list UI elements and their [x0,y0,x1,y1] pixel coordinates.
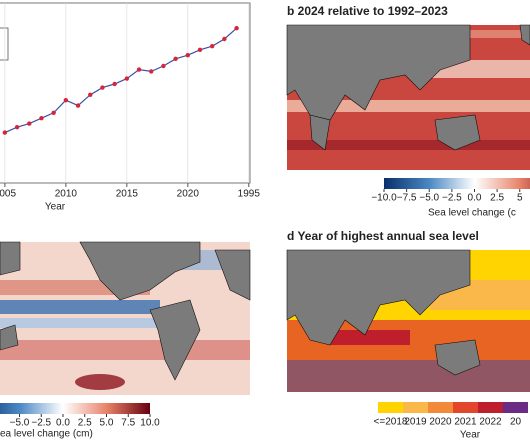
panel-b-title: b 2024 relative to 1992–2023 [287,4,448,18]
colorbar-swatch [478,402,503,413]
colorbar-tick-label: −5.0 [419,193,439,204]
data-point [124,76,130,81]
colorbar-tick-label: 2.5 [78,418,92,429]
colorbar-category-label: 2022 [479,417,502,428]
data-point [136,67,142,72]
map-d [286,249,530,392]
data-point [112,81,117,87]
data-point [27,121,32,126]
x-tick-label: 2010 [55,189,78,200]
data-point [222,36,227,42]
data-point [149,69,154,74]
colorbar-swatch [503,402,528,413]
colorbar-tick-label: 7.5 [121,418,135,429]
x-tick-label: 2015 [116,189,139,200]
data-point [51,110,56,116]
colorbar-tick-label: 5.0 [100,418,114,429]
plot-frame [0,2,251,184]
colorbar-tick-label: −5.0 [10,418,30,429]
x-tick-label: 2005 [0,189,16,200]
colorbar-swatch [403,402,428,413]
colorbar-tick-label: 0.0 [56,418,70,429]
legend-box [0,27,9,61]
colorbar-tick-label: −2.5 [31,418,51,429]
x-tick-label: 2020 [177,189,200,200]
colorbar-label: ea level change (cm) [0,429,93,440]
data-point [63,98,69,103]
map-b [286,24,530,170]
colorbar-tick-label: 10.0 [140,418,160,429]
data-point [161,63,166,69]
data-point [39,116,44,121]
data-point [209,44,215,49]
colorbar-category-label: 20 [510,417,522,428]
colorbar-swatch [378,402,403,413]
x-tick-label: 1995 [238,189,261,200]
data-point [88,92,93,98]
series-line [4,27,237,134]
colorbar-label: Sea level change (c [428,208,516,219]
map-c [0,241,251,395]
colorbar-category-label: <=2018 [374,417,408,428]
data-point [14,125,20,130]
colorbar-tick-label: 0.0 [468,193,482,204]
data-point [75,103,81,108]
colorbar [0,403,150,414]
x-axis-label: Year [45,202,66,213]
colorbar-category-label: 2021 [454,417,477,428]
colorbar-category-label: 2020 [429,417,452,428]
data-point [100,85,105,90]
colorbar-swatch [428,402,453,413]
colorbar-tick-label: −10.0 [371,193,397,204]
panel-d-title: d Year of highest annual sea level [287,229,479,243]
colorbar [384,178,530,189]
data-point [234,26,239,31]
colorbar-label: Year [460,430,481,441]
data-point [2,130,8,135]
colorbar-tick-label: 2.5 [490,193,504,204]
colorbar-swatch [453,402,478,413]
colorbar-tick-label: −7.5 [397,193,417,204]
colorbar-category-label: 2019 [404,417,427,428]
colorbar-tick-label: 5 [517,193,523,204]
data-point [173,56,178,61]
data-point [197,47,203,52]
data-point [185,53,191,58]
colorbar-tick-label: −2.5 [442,193,462,204]
